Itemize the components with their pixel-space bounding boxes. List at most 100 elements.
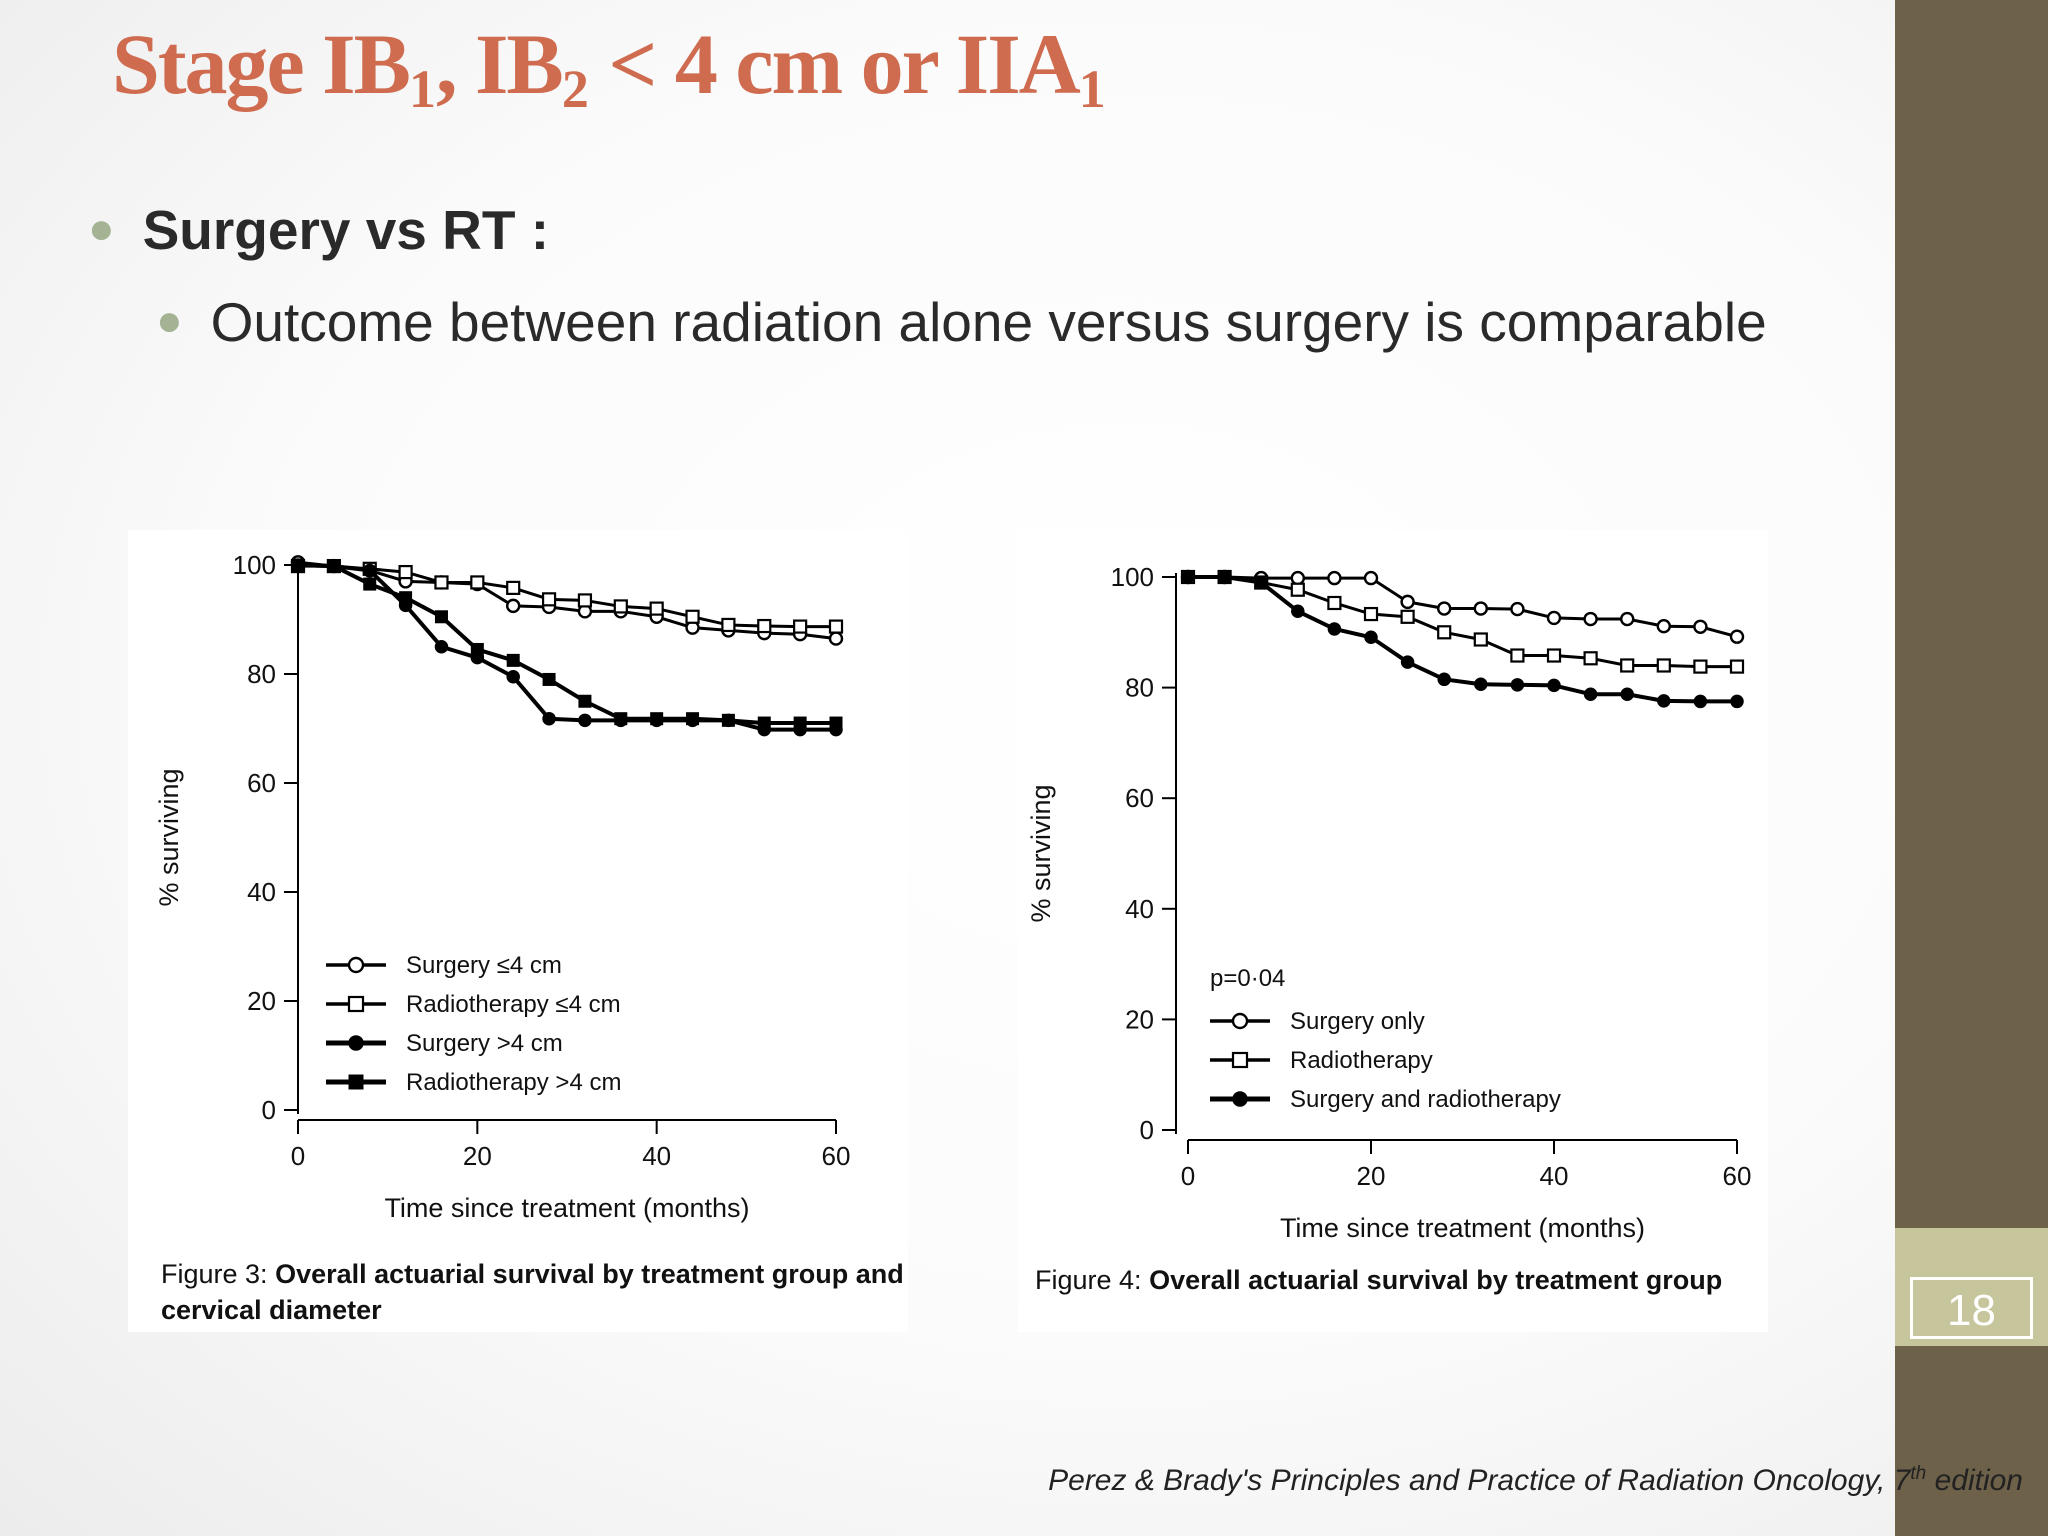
legend-marker: [1232, 1091, 1248, 1107]
data-point: [1657, 694, 1671, 708]
data-point: [399, 591, 413, 605]
data-point: [1400, 609, 1415, 624]
data-point: [1583, 611, 1598, 627]
data-point: [434, 640, 449, 654]
data-point: [363, 577, 377, 591]
x-tick-label: 20: [463, 1141, 492, 1171]
p-value-annotation: p=0·04: [1210, 965, 1285, 992]
data-point: [1181, 570, 1195, 584]
data-point: [577, 593, 593, 608]
figure-4: 0 20 40 60 80 100 0 20 40 60 Time since treatment …: [1018, 530, 1768, 1332]
x-tick-label: 60: [1723, 1161, 1752, 1191]
figure-4-chart: 0 20 40 60 80 100 0 20 40 60 Time since treatment …: [1026, 562, 1752, 1295]
caption-text: Overall actuarial survival by treatment …: [275, 1259, 904, 1289]
bullet-dot-icon: ●: [156, 296, 183, 345]
y-tick-label: 40: [247, 877, 276, 907]
data-point: [506, 580, 521, 595]
data-point: [1547, 678, 1561, 693]
bullet-level1-text: Surgery vs RT :: [142, 199, 550, 261]
data-point: [757, 716, 771, 730]
x-tick-label: 40: [1540, 1161, 1569, 1191]
data-point: [1656, 619, 1671, 634]
data-point: [434, 610, 448, 624]
bullet-dot-icon: ●: [88, 204, 115, 253]
y-tick-label: 100: [233, 550, 276, 580]
data-point: [470, 575, 485, 590]
data-point: [650, 712, 664, 726]
page-number: 18: [1910, 1277, 2033, 1339]
series-line: [297, 563, 836, 732]
x-axis-title: Time since treatment (months): [1280, 1213, 1645, 1243]
data-point: [1400, 655, 1415, 669]
y-tick-label: 80: [247, 659, 276, 689]
legend-label: Surgery >4 cm: [406, 1030, 563, 1057]
data-point: [398, 564, 413, 580]
figure-caption: Figure 3: Overall actuarial survival by …: [161, 1259, 904, 1289]
caption-prefix: Figure 3:: [161, 1259, 275, 1289]
y-tick-label: 20: [247, 986, 276, 1016]
data-point: [1363, 570, 1379, 586]
data-point: [1510, 648, 1525, 663]
series-line: [297, 560, 837, 641]
data-point: [1473, 601, 1488, 616]
data-point: [1327, 595, 1342, 611]
x-tick-label: 60: [822, 1141, 851, 1171]
data-point: [1437, 672, 1451, 687]
data-point: [1546, 648, 1562, 663]
data-point: [327, 559, 341, 573]
data-point: [1474, 677, 1488, 692]
data-point: [685, 609, 700, 624]
data-point: [1693, 659, 1708, 674]
x-tick-label: 40: [642, 1141, 671, 1171]
data-point: [1473, 632, 1488, 647]
legend-label: Surgery and radiotherapy: [1290, 1086, 1561, 1113]
data-point: [1656, 658, 1671, 673]
bullet-level2-text: Outcome between radiation alone versus s…: [210, 291, 1767, 353]
data-point: [649, 601, 664, 616]
data-point: [793, 619, 808, 634]
figure-caption: Figure 4: Overall actuarial survival by …: [1035, 1265, 1722, 1295]
data-point: [829, 716, 843, 730]
data-point: [506, 598, 521, 614]
caption-text: Overall actuarial survival by treatment …: [1149, 1265, 1722, 1295]
y-tick-label: 80: [1125, 673, 1154, 703]
data-point: [1327, 622, 1342, 636]
data-point: [578, 694, 592, 708]
data-point: [828, 631, 844, 646]
data-point: [1290, 570, 1305, 586]
series-line: [1188, 575, 1737, 669]
figure-3-chart: 0 20 40 60 80 100 0 20 40 60 Time since treatment …: [154, 550, 904, 1325]
data-point: [542, 672, 556, 686]
data-point: [506, 653, 520, 667]
legend-marker: [1231, 1012, 1249, 1030]
citation: Perez & Brady's Principles and Practice …: [1048, 1463, 2023, 1497]
x-axis-title: Time since treatment (months): [384, 1193, 749, 1223]
data-point: [721, 713, 735, 727]
slide-title: Stage IB1, IB2 < 4 cm or IIA1: [112, 16, 1106, 119]
series-line: [1188, 575, 1738, 639]
data-point: [1217, 570, 1232, 584]
series-line: [297, 563, 836, 726]
data-point: [1693, 619, 1708, 634]
data-point: [614, 712, 628, 726]
legend-marker: [347, 995, 365, 1013]
data-point: [1729, 659, 1745, 674]
data-point: [362, 563, 377, 578]
page-number-band: [1895, 1228, 2048, 1346]
y-tick-label: 40: [1125, 894, 1154, 924]
x-tick-label: 20: [1357, 1161, 1386, 1191]
y-tick-label: 100: [1111, 562, 1154, 592]
data-point: [1730, 694, 1744, 709]
data-point: [470, 642, 484, 656]
data-point: [1254, 575, 1268, 590]
caption-text-line2: cervical diameter: [161, 1295, 382, 1325]
data-point: [613, 599, 628, 614]
legend-marker: [1231, 1051, 1249, 1069]
data-point: [828, 619, 844, 634]
legend-label: Surgery ≤4 cm: [406, 952, 562, 979]
data-point: [291, 558, 305, 572]
y-axis-title: % surviving: [154, 768, 184, 906]
data-point: [1437, 625, 1452, 640]
caption-prefix: Figure 4:: [1035, 1265, 1149, 1295]
data-point: [1546, 610, 1562, 626]
